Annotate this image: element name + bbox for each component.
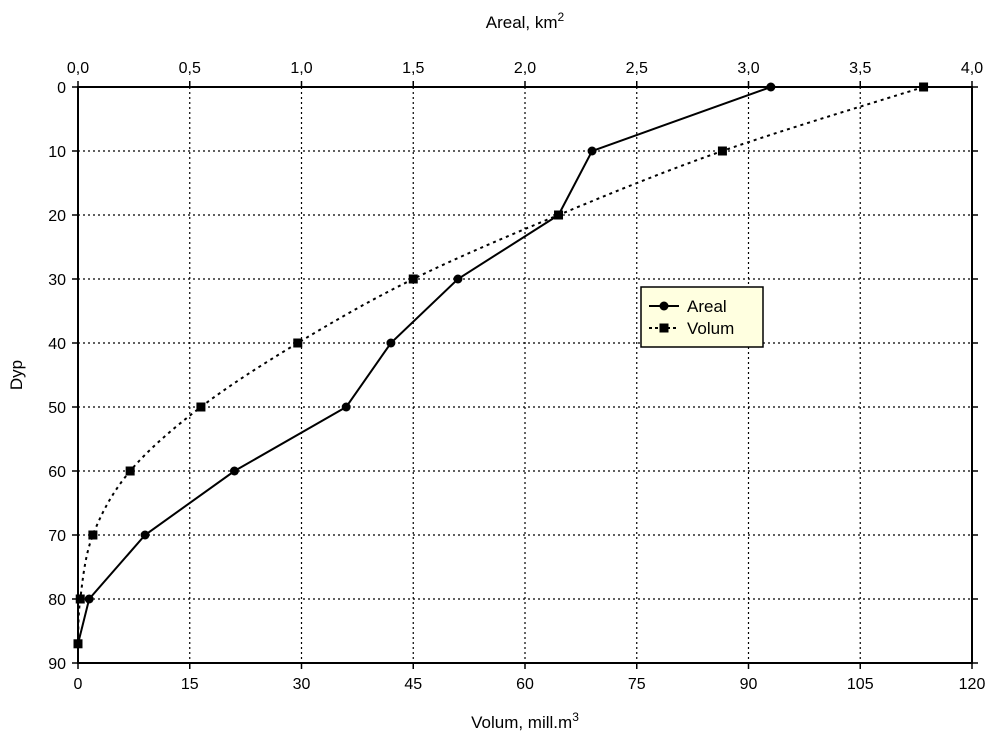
series — [73, 82, 929, 649]
data-point-volum — [75, 594, 85, 604]
legend-box — [640, 286, 764, 348]
top-tick-label: 3,0 — [737, 60, 759, 77]
data-point-areal — [587, 146, 597, 156]
y-tick-label: 0 — [57, 80, 66, 97]
bottom-tick-label: 75 — [628, 676, 646, 693]
top-axis-title-text: Areal, km — [486, 13, 558, 32]
data-point-volum — [73, 639, 83, 649]
data-point-volum — [196, 402, 206, 412]
data-point-areal — [453, 274, 463, 284]
series-areal — [73, 82, 776, 649]
y-tick-label: 20 — [48, 208, 66, 225]
y-tick-label: 70 — [48, 528, 66, 545]
top-tick-label: 2,0 — [514, 60, 536, 77]
data-point-areal — [84, 594, 94, 604]
bottom-tick-label: 120 — [959, 676, 986, 693]
bottom-tick-label: 45 — [404, 676, 422, 693]
y-tick-label: 10 — [48, 144, 66, 161]
legend-swatch-marker — [659, 301, 669, 311]
bottom-tick-label: 30 — [293, 676, 311, 693]
bottom-tick-label: 105 — [847, 676, 874, 693]
legend-item-areal: Areal — [649, 297, 727, 316]
data-point-areal — [229, 466, 239, 476]
y-tick-label: 80 — [48, 592, 66, 609]
top-tick-label: 3,5 — [849, 60, 871, 77]
legend-item-volum: Volum — [649, 319, 734, 338]
data-point-areal — [140, 530, 150, 540]
bottom-tick-label: 15 — [181, 676, 199, 693]
data-point-volum — [554, 210, 564, 220]
bottom-tick-label: 0 — [74, 676, 83, 693]
data-point-areal — [341, 402, 351, 412]
y-tick-label: 30 — [48, 272, 66, 289]
legend-label: Volum — [687, 319, 734, 338]
top-tick-label: 2,5 — [626, 60, 648, 77]
top-tick-label: 1,0 — [290, 60, 312, 77]
data-point-volum — [717, 146, 727, 156]
data-point-volum — [919, 82, 929, 92]
top-tick-label: 0,5 — [179, 60, 201, 77]
top-axis-title: Areal, km2 — [486, 10, 565, 32]
y-tick-label: 90 — [48, 656, 66, 673]
data-point-areal — [766, 82, 776, 92]
grid — [78, 87, 972, 663]
data-point-volum — [293, 338, 303, 348]
bottom-tick-label: 60 — [516, 676, 534, 693]
y-tick-label: 40 — [48, 336, 66, 353]
legend: Areal Volum — [640, 286, 764, 348]
top-tick-label: 1,5 — [402, 60, 424, 77]
legend-swatch-marker — [659, 323, 669, 333]
y-tick-label: 50 — [48, 400, 66, 417]
legend-label: Areal — [687, 297, 727, 316]
data-point-volum — [408, 274, 418, 284]
series-volum — [73, 82, 929, 649]
top-axis-title-sup: 2 — [558, 10, 565, 24]
top-tick-label: 0,0 — [67, 60, 89, 77]
y-tick-label: 60 — [48, 464, 66, 481]
data-point-volum — [125, 466, 135, 476]
bottom-axis-title-text: Volum, mill.m — [471, 713, 572, 732]
y-axis-title: Dyp — [7, 360, 26, 390]
bottom-axis-title: Volum, mill.m3 — [471, 710, 579, 732]
axis-ticks: 0 15 30 45 60 75 90 105 120 0,0 0,5 1,0 1,5 2,0 2,5 3,0… — [48, 60, 985, 693]
data-point-areal — [386, 338, 396, 348]
data-point-volum — [88, 530, 98, 540]
bottom-axis-title-sup: 3 — [572, 710, 579, 724]
series-line-areal — [77, 86, 772, 645]
top-tick-label: 4,0 — [961, 60, 983, 77]
bottom-tick-label: 90 — [740, 676, 758, 693]
